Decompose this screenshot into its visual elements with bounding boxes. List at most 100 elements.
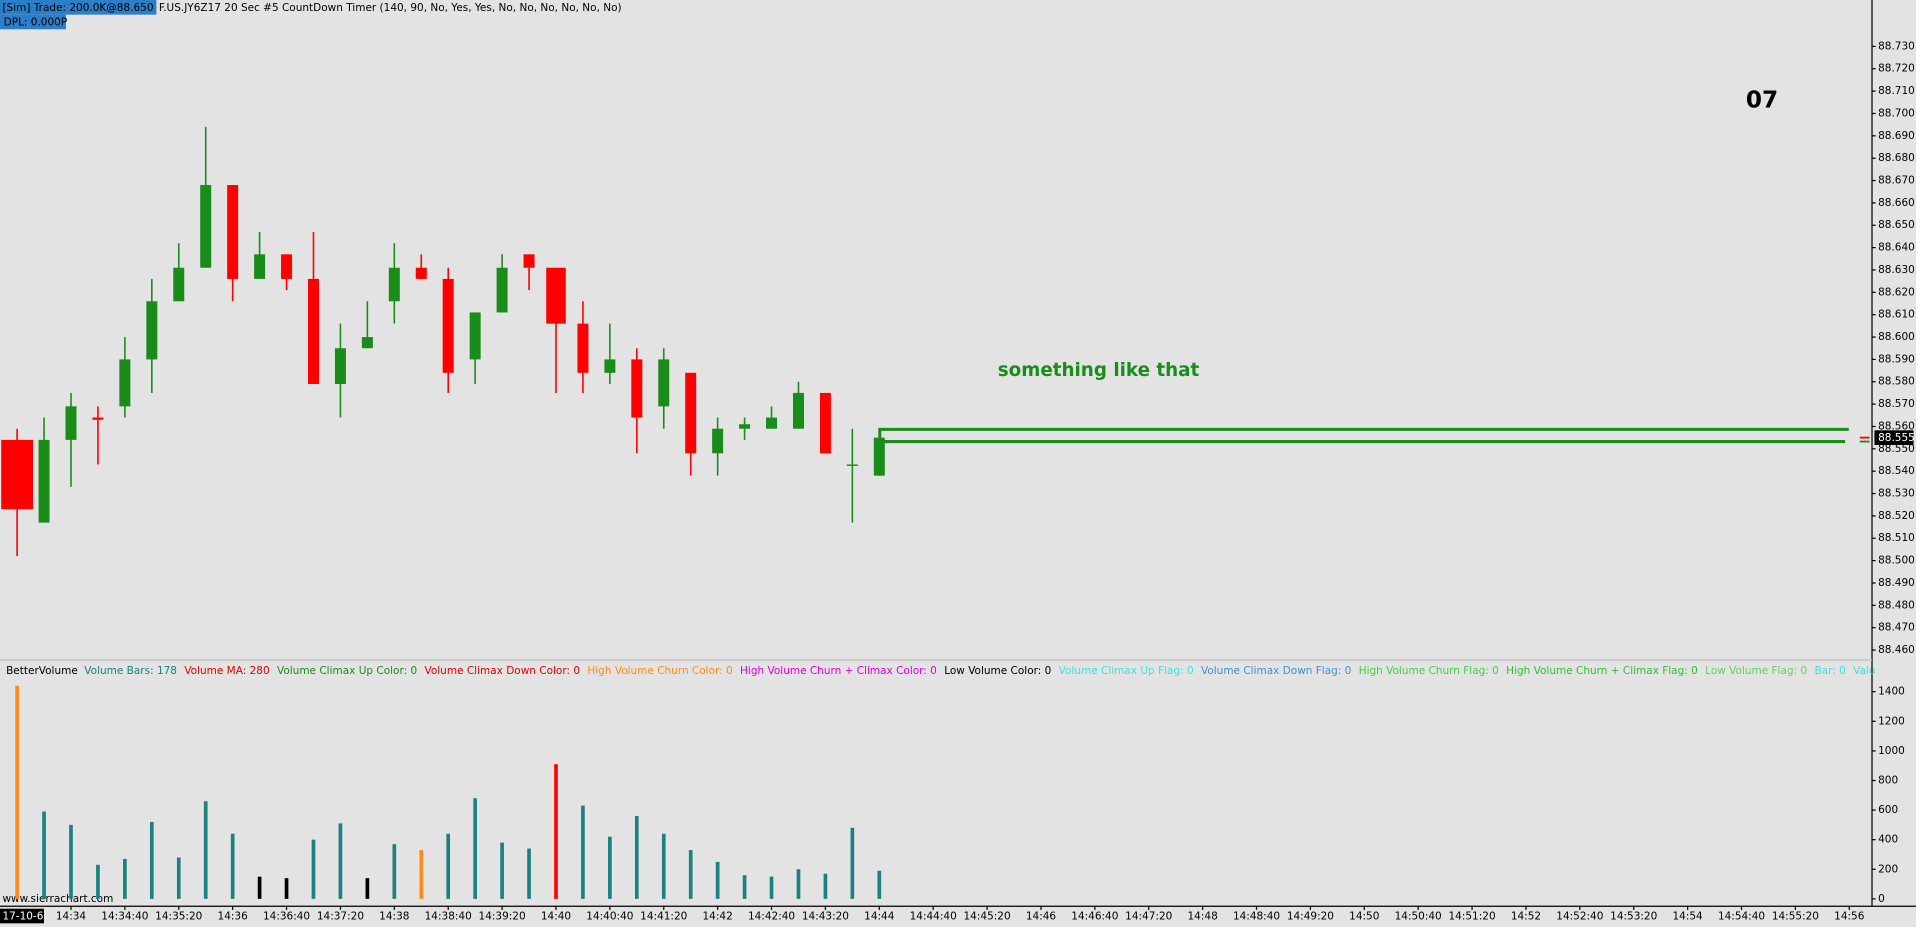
x-tick-label: 14:50:40 [1395, 911, 1442, 923]
x-tick-label: 14:40 [541, 911, 571, 923]
volume-bar [149, 821, 154, 899]
x-tick-label: 14:54:40 [1718, 911, 1765, 923]
volume-bar [581, 805, 585, 899]
y-tick-label: 88.650 [1878, 219, 1915, 231]
volume-bar [688, 850, 693, 899]
y-tick-label: 88.540 [1878, 465, 1915, 477]
candle-body [307, 278, 319, 384]
x-tick-label: 14:48 [1188, 911, 1218, 923]
x-tick-label: 14:46 [1026, 911, 1057, 923]
legend-entry: High Volume Churn Color: 0 [587, 665, 732, 677]
x-tick-label: 14:47:20 [1125, 911, 1172, 923]
y-tick-label: 88.500 [1878, 555, 1915, 567]
y-tick-label: 88.580 [1878, 376, 1915, 388]
y-tick-label: 88.670 [1878, 175, 1915, 187]
volume-bar [15, 685, 19, 899]
y-tick-label: 88.570 [1878, 398, 1915, 410]
candle-body [496, 267, 508, 313]
y-tick-label: 88.470 [1878, 622, 1915, 634]
volume-bar [715, 861, 720, 899]
volume-bar [446, 833, 451, 899]
legend-entry: Volume Bars: 178 [84, 665, 177, 677]
volume-bar [823, 873, 828, 899]
y-tick-label: 88.620 [1878, 286, 1915, 298]
annotation: something like that [998, 360, 1200, 381]
legend-entry: Volume MA: 280 [184, 665, 269, 677]
legend-entry: Volume Climax Down Color: 0 [424, 665, 580, 677]
trade-info: [Sim] Trade: 200.0K@88.650 [2, 2, 153, 14]
candle-body [604, 359, 616, 373]
volume-bar [608, 836, 612, 899]
volume-bar [877, 870, 882, 899]
y-tick-label: 400 [1878, 834, 1898, 846]
volume-bar [203, 801, 208, 899]
x-tick-label: 14:48:40 [1233, 911, 1280, 923]
x-tick-label: 14:44:40 [910, 911, 957, 923]
volume-title: BetterVolume [6, 665, 78, 677]
candle-body [388, 267, 400, 302]
candle-body [442, 278, 454, 373]
candle-body [200, 185, 212, 268]
y-tick-label: 88.590 [1878, 353, 1915, 365]
volume-bar [96, 864, 100, 899]
legend-entry: High Volume Churn + Climax Color: 0 [740, 665, 937, 677]
y-tick-label: 88.720 [1878, 63, 1915, 75]
x-tick-label: 14:44 [864, 911, 895, 923]
x-tick-label: 14:49:20 [1287, 911, 1334, 923]
y-tick-label: 88.630 [1878, 264, 1915, 276]
legend-entry: Volume Climax Up Color: 0 [277, 665, 417, 677]
x-tick-label: 14:34:40 [101, 911, 148, 923]
x-tick-label: 14:56 [1834, 911, 1865, 923]
y-tick-label: 88.530 [1878, 488, 1915, 500]
candle-body [873, 437, 885, 476]
x-tick-label: 14:34 [56, 911, 87, 923]
y-tick-label: 88.460 [1878, 644, 1915, 656]
x-tick-label: 14:50 [1349, 911, 1379, 923]
candle-body [846, 464, 858, 466]
symbol-info: F.US.JY6Z17 20 Sec #5 CountDown Timer (1… [159, 2, 622, 14]
volume-bar [69, 824, 73, 899]
volume-bar [176, 857, 181, 899]
y-tick-label: 88.520 [1878, 510, 1915, 522]
y-tick-label: 1000 [1878, 745, 1905, 757]
x-tick-label: 14:38 [379, 911, 409, 923]
legend-entry: High Volume Churn + Climax Flag: 0 [1506, 665, 1698, 677]
volume-bar [661, 833, 666, 899]
candle-body [119, 359, 131, 407]
legend-entry: Volume Climax Down Flag: 0 [1201, 665, 1351, 677]
candle-body [792, 392, 804, 429]
y-tick-label: 88.550 [1878, 443, 1915, 455]
candle-body [146, 301, 158, 360]
legend-entry: Valu [1853, 665, 1875, 677]
legend-entry: Low Volume Flag: 0 [1705, 665, 1807, 677]
y-tick-label: 88.660 [1878, 197, 1915, 209]
x-tick-label: 14:35:20 [155, 911, 202, 923]
candle-body [469, 312, 481, 360]
countdown: 07 [1746, 87, 1778, 114]
volume-bar [311, 839, 316, 899]
x-tick-label: 14:36 [218, 911, 249, 923]
y-tick-label: 200 [1878, 863, 1898, 875]
volume-bar [850, 827, 855, 899]
candle-body [546, 267, 566, 324]
x-tick-label: 14:52 [1511, 911, 1541, 923]
volume-bar [419, 850, 424, 899]
y-tick-label: 1400 [1878, 686, 1905, 698]
candle-body [766, 417, 778, 429]
volume-bar [769, 876, 774, 899]
last-price-label: 88.555 [1878, 432, 1915, 444]
volume-bar [554, 764, 558, 899]
x-tick-label: 14:36:40 [263, 911, 310, 923]
candle-body [739, 424, 751, 429]
x-tick-label: 14:43:20 [802, 911, 849, 923]
candle-body [92, 417, 104, 420]
candle-body [658, 359, 670, 407]
volume-bar [634, 816, 639, 899]
candle-body [254, 254, 266, 279]
volume-bar [365, 878, 370, 899]
x-tick-label: 14:53:20 [1610, 911, 1657, 923]
volume-bar [42, 811, 46, 899]
candle-body [415, 267, 427, 279]
